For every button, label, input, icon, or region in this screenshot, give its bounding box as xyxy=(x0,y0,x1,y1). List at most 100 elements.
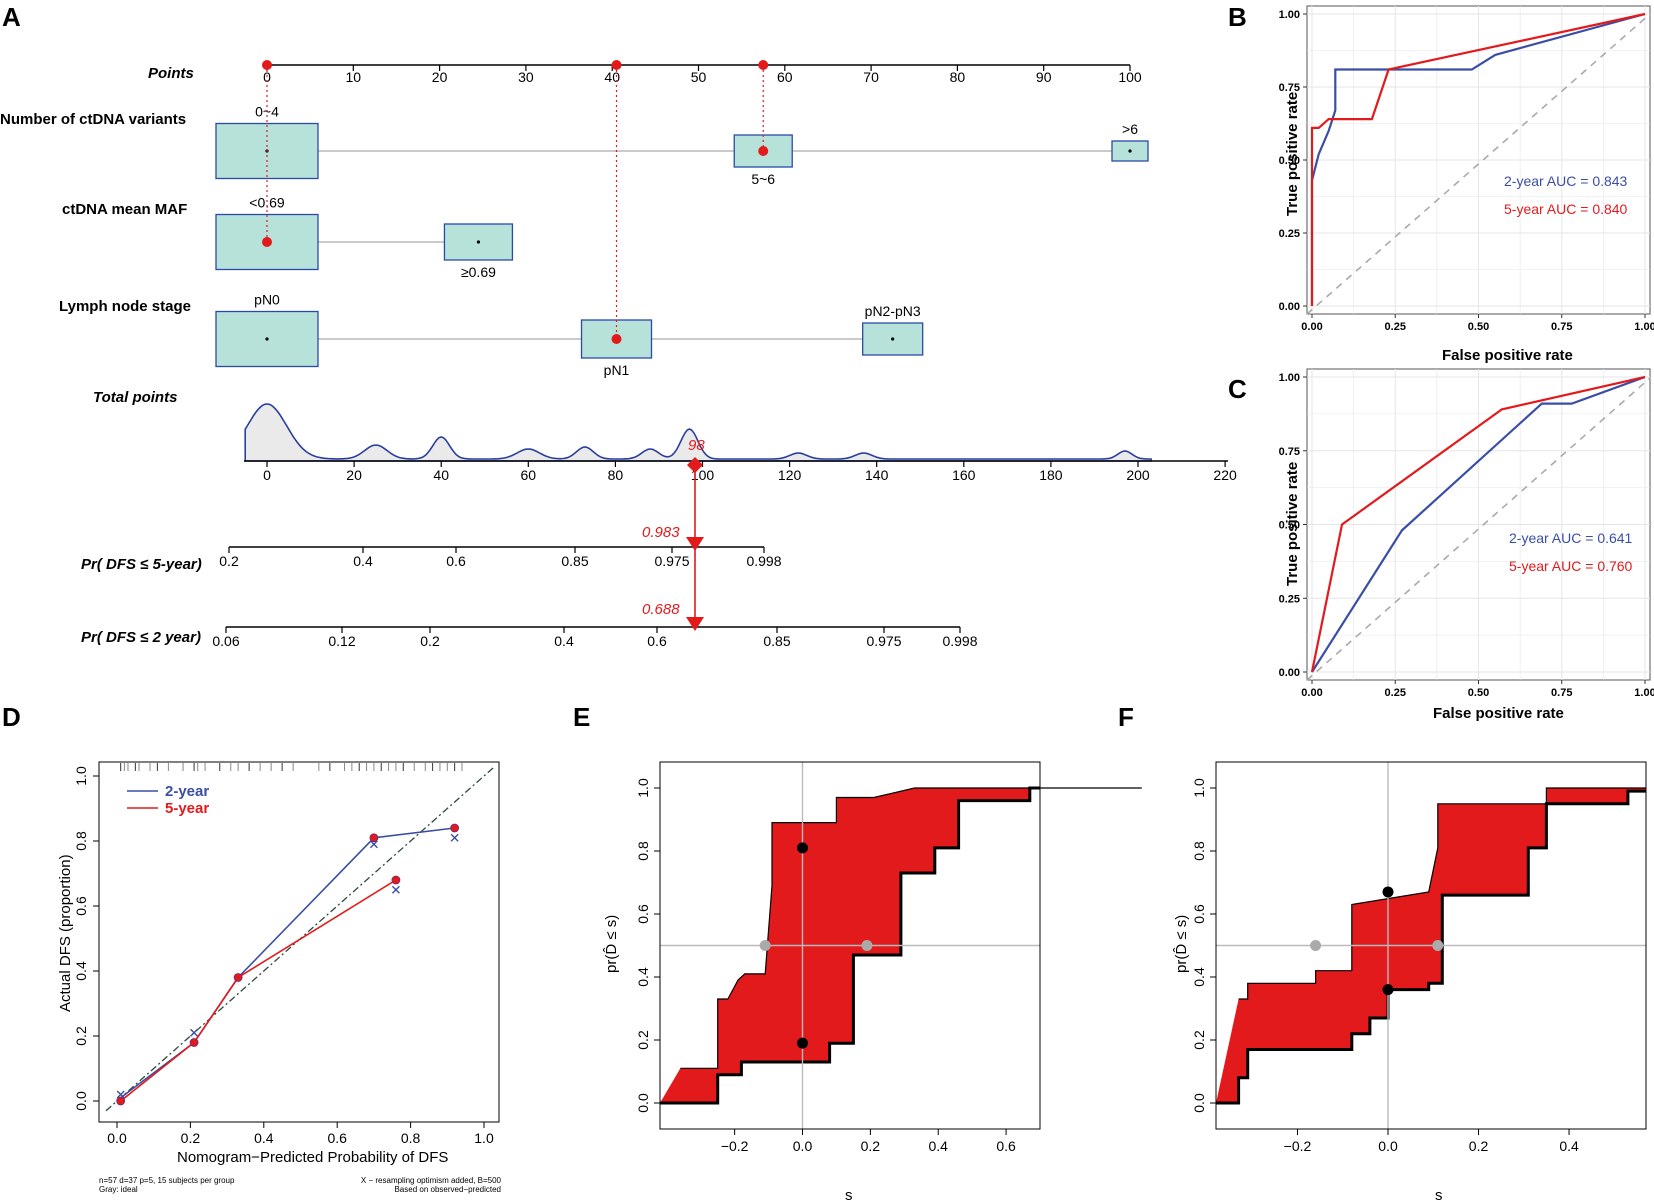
points-tick-label: 30 xyxy=(518,69,534,85)
cal-y-tick-label: 0.8 xyxy=(73,831,89,851)
roc-c-ticks: 0.00 0.25 0.50 0.75 1.00 0.00 0.25 0.50 0.75 1.00 xyxy=(1279,372,1654,699)
y-tick-label: 1.0 xyxy=(635,778,651,798)
ecdf-panel-e: −0.2 0.0 0.2 0.4 0.6 0.0 0.2 0.4 0.6 0.8 1.0 s pr(… xyxy=(603,761,1142,1200)
x-tick-label: −0.2 xyxy=(721,1138,749,1154)
roc-b-lines xyxy=(1310,12,1646,306)
total-points-label: Total points xyxy=(93,389,177,406)
cal-x-tick-label: 0.0 xyxy=(107,1130,127,1146)
points-tick-label: 60 xyxy=(777,69,793,85)
cal-y-tick-label: 0.6 xyxy=(73,896,89,916)
density-curve xyxy=(244,403,1152,462)
y-tick-label: 0.0 xyxy=(635,1093,651,1113)
pr2-tick-label: 0.998 xyxy=(942,633,977,649)
black-point xyxy=(797,842,808,854)
pr5-marker xyxy=(686,537,704,551)
total-points-density xyxy=(244,403,1152,462)
roc-2yr-line xyxy=(1311,375,1646,673)
y-tick-label: 0.4 xyxy=(635,967,651,987)
ecdf-panel-f: −0.2 0.0 0.2 0.4 0.0 0.2 0.4 0.6 0.8 1.0 s pr(D̂ … xyxy=(1173,761,1647,1200)
panel-letter-e: E xyxy=(573,702,590,732)
pr2-tick-label: 0.975 xyxy=(866,633,901,649)
pr2-tick-label: 0.4 xyxy=(554,633,574,649)
panel-letter-b: B xyxy=(1228,2,1247,32)
total-tick-label: 20 xyxy=(346,467,362,483)
pr2-tick-label: 0.6 xyxy=(647,633,667,649)
points-tick-label: 40 xyxy=(604,69,620,85)
calibration-point xyxy=(233,973,243,982)
calibration-2yr-line xyxy=(120,827,455,1099)
points-tick-label: 100 xyxy=(1118,69,1142,85)
gray-point xyxy=(1310,940,1322,951)
x-tick-label: 0.2 xyxy=(861,1138,881,1154)
ecdf-e-plot: −0.2 0.0 0.2 0.4 0.6 0.0 0.2 0.4 0.6 0.8 1.0 xyxy=(635,762,1142,1154)
variable-label-lymph: Lymph node stage xyxy=(59,298,191,315)
calibration-5yr-line xyxy=(120,879,397,1102)
total-tick-label: 0 xyxy=(263,467,271,483)
nomogram-panel: Points 0 10 20 30 40 50 60 70 80 90 100 Number of … xyxy=(0,60,1237,649)
level-label: pN0 xyxy=(254,292,280,308)
panel-letter-a: A xyxy=(2,2,21,32)
x-tick-label: 0.6 xyxy=(996,1138,1016,1154)
y-tick-label: 0.2 xyxy=(1191,1030,1207,1050)
black-point xyxy=(797,1037,808,1049)
roc-x-tick-label: 0.75 xyxy=(1551,321,1572,333)
roc-x-tick-label: 0.50 xyxy=(1468,687,1489,699)
calibration-footnote-left-1: n=57 d=37 p=5, 15 subjects per group xyxy=(99,1176,235,1185)
y-tick-label: 1.0 xyxy=(1191,778,1207,798)
roc-b-diagonal xyxy=(1306,13,1651,315)
roc-x-tick-label: 0.75 xyxy=(1551,687,1572,699)
ecdf-e-ylabel: pr(D̂ ≤ s) xyxy=(603,915,620,973)
points-ticks: 0102030405060708090100 xyxy=(262,60,1142,85)
x-tick-label: −0.2 xyxy=(1284,1138,1312,1154)
calibration-point xyxy=(116,1096,126,1106)
level-center-dot xyxy=(476,240,481,244)
pr5-tick-label: 0.6 xyxy=(446,553,466,569)
variable-label-variants: Number of ctDNA variants xyxy=(0,111,186,128)
cal-y-tick-label: 0.2 xyxy=(73,1026,89,1046)
roc-y-tick-label: 0.25 xyxy=(1279,593,1300,605)
points-tick-label: 70 xyxy=(863,69,879,85)
roc-x-tick-label: 0.25 xyxy=(1385,321,1406,333)
roc-x-tick-label: 0.00 xyxy=(1301,687,1322,699)
points-tick-label: 10 xyxy=(346,69,362,85)
x-tick-label: 0.0 xyxy=(1378,1138,1398,1154)
pr5-value-label: 0.983 xyxy=(642,524,680,541)
pr5-tick-label: 0.4 xyxy=(353,553,373,569)
calibration-footnote-left-2: Gray: ideal xyxy=(99,1185,138,1194)
pr5-tick-label: 0.85 xyxy=(561,553,588,569)
roc-y-tick-label: 0.50 xyxy=(1279,520,1300,532)
pr2-value-label: 0.688 xyxy=(642,601,680,618)
total-tick-label: 60 xyxy=(521,467,537,483)
calibration-x-mark xyxy=(190,1028,199,1037)
calibration-point xyxy=(391,875,401,885)
y-tick-label: 0.6 xyxy=(1191,904,1207,924)
points-tick-label: 50 xyxy=(691,69,707,85)
pr2-label: Pr( DFS ≤ 2 year) xyxy=(81,629,201,646)
roc-b-ticks: 0.00 0.25 0.50 0.75 1.00 0.00 0.25 0.50 0.75 1.00 xyxy=(1279,9,1654,333)
y-tick-label: 0.6 xyxy=(635,904,651,924)
roc-c-ylabel: True positive rate xyxy=(1284,462,1301,586)
cal-x-tick-label: 1.0 xyxy=(474,1130,494,1146)
total-tick-label: 140 xyxy=(865,467,889,483)
points-label: Points xyxy=(148,65,194,82)
variable-label-maf: ctDNA mean MAF xyxy=(62,201,187,218)
cal-y-tick-label: 0.4 xyxy=(73,961,89,981)
black-point xyxy=(1382,886,1394,898)
calibration-rug xyxy=(120,763,463,771)
roc-x-tick-label: 0.50 xyxy=(1468,321,1489,333)
gray-point xyxy=(861,940,873,951)
roc-c-xlabel: False positive rate xyxy=(1433,705,1564,722)
calibration-point xyxy=(189,1038,199,1047)
level-label: pN2-pN3 xyxy=(865,303,921,319)
level-center-dot xyxy=(891,337,895,341)
black-point xyxy=(1382,984,1394,996)
roc-y-tick-label: 0.25 xyxy=(1279,228,1300,240)
pr2-tick-label: 0.2 xyxy=(420,633,440,649)
calibration-xlabel: Nomogram−Predicted Probability of DFS xyxy=(177,1149,448,1166)
calibration-footnote-right-1: X − resampling optimism added, B=500 xyxy=(361,1176,502,1185)
cal-y-tick-label: 1.0 xyxy=(73,766,89,786)
total-tick-label: 180 xyxy=(1039,467,1063,483)
level-label: <0.69 xyxy=(249,195,285,211)
x-tick-label: 0.0 xyxy=(793,1138,813,1154)
